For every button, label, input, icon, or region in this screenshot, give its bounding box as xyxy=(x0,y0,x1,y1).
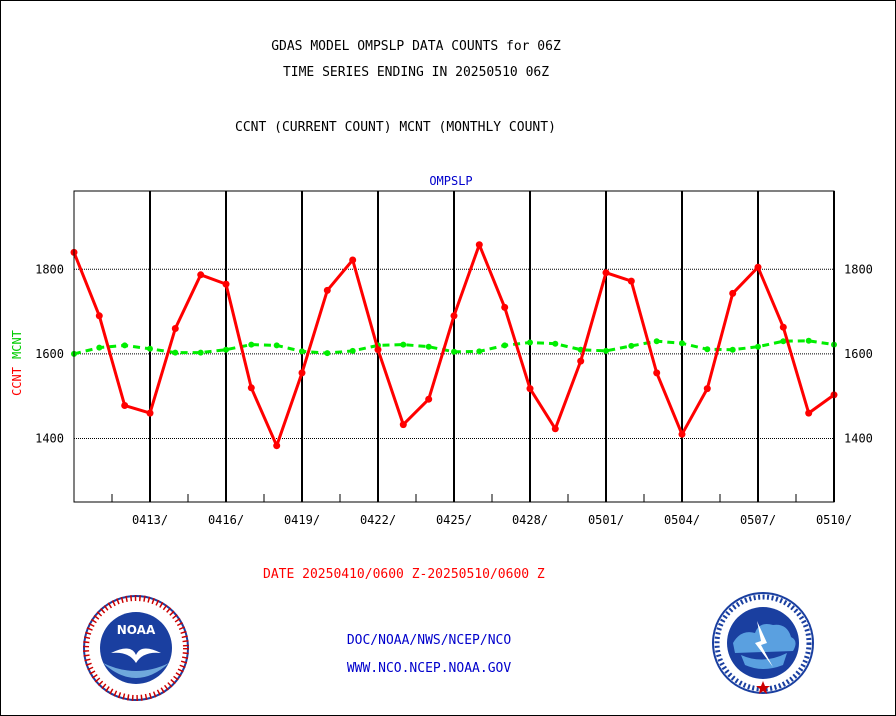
data-point-mcnt xyxy=(299,348,305,355)
x-tick-label: 0416/ xyxy=(208,513,244,527)
data-point-mcnt xyxy=(425,343,432,350)
chart-title-line1: GDAS MODEL OMPSLP DATA COUNTS for 06Z xyxy=(271,39,561,54)
nws-logo xyxy=(712,592,814,694)
y-tick-label-left: 1400 xyxy=(35,432,64,446)
noaa-logo: NOAA xyxy=(83,595,189,701)
data-point-ccnt xyxy=(171,325,179,332)
data-point-ccnt xyxy=(577,357,585,365)
data-point-ccnt xyxy=(298,369,306,377)
data-point-mcnt xyxy=(780,338,787,345)
data-point-ccnt xyxy=(627,277,635,285)
line-chart: OMPSLP 0413/0416/0419/0422/0425/0428/050… xyxy=(10,174,873,527)
x-tick-label: 0413/ xyxy=(132,513,168,527)
data-point-ccnt xyxy=(805,409,813,417)
footer-org: DOC/NOAA/NWS/NCEP/NCO xyxy=(346,633,512,648)
x-tick-label: 0419/ xyxy=(284,513,320,527)
data-point-mcnt xyxy=(273,342,280,349)
x-tick-label: 0510/ xyxy=(816,513,852,527)
y-axis-label: CCNT MCNT xyxy=(10,330,24,396)
y-tick-label-left: 1800 xyxy=(35,262,64,276)
data-point-mcnt xyxy=(147,345,153,352)
data-point-mcnt xyxy=(805,337,812,344)
data-point-mcnt xyxy=(197,349,204,356)
data-point-mcnt xyxy=(121,342,128,349)
svg-text:NOAA: NOAA xyxy=(117,623,156,637)
data-point-ccnt xyxy=(323,286,331,294)
data-point-mcnt xyxy=(653,338,660,345)
data-point-ccnt xyxy=(146,409,154,417)
data-point-ccnt xyxy=(399,421,407,429)
data-point-mcnt xyxy=(96,344,103,351)
data-point-mcnt xyxy=(248,341,255,348)
data-point-mcnt xyxy=(451,348,457,355)
data-point-ccnt xyxy=(501,303,509,311)
data-point-mcnt xyxy=(679,340,685,347)
data-point-ccnt xyxy=(526,385,534,393)
data-point-ccnt xyxy=(450,312,458,320)
data-point-mcnt xyxy=(628,342,635,349)
data-point-mcnt xyxy=(603,347,609,354)
axis-labels: 0413/0416/0419/0422/0425/0428/0501/0504/… xyxy=(35,262,873,527)
data-point-mcnt xyxy=(324,350,331,357)
date-range-label: DATE 20250410/0600 Z-20250510/0600 Z xyxy=(263,567,545,582)
data-point-mcnt xyxy=(476,348,483,355)
y-tick-label-right: 1600 xyxy=(844,347,873,361)
data-point-mcnt xyxy=(349,347,356,354)
y-tick-label-right: 1800 xyxy=(844,262,873,276)
x-tick-label: 0507/ xyxy=(740,513,776,527)
data-point-mcnt xyxy=(223,346,229,353)
data-point-ccnt xyxy=(602,269,610,277)
data-point-ccnt xyxy=(475,241,483,249)
y-axis-label-ccnt: CCNT xyxy=(10,367,24,396)
series-layer xyxy=(70,241,838,450)
data-point-mcnt xyxy=(552,340,559,347)
data-point-ccnt xyxy=(779,323,787,331)
data-point-ccnt xyxy=(374,346,382,354)
data-point-ccnt xyxy=(425,395,433,403)
plot-area xyxy=(73,190,835,503)
y-tick-label-right: 1400 xyxy=(844,432,873,446)
x-tick-label: 0501/ xyxy=(588,513,624,527)
data-point-mcnt xyxy=(729,346,736,353)
data-point-mcnt xyxy=(400,341,407,348)
footer-url: WWW.NCO.NCEP.NOAA.GOV xyxy=(346,661,512,676)
data-point-ccnt xyxy=(349,256,357,264)
chart-subtitle: CCNT (CURRENT COUNT) MCNT (MONTHLY COUNT… xyxy=(235,120,556,135)
y-tick-label-left: 1600 xyxy=(35,347,64,361)
data-point-ccnt xyxy=(703,385,711,393)
data-point-ccnt xyxy=(729,289,737,297)
x-tick-label: 0422/ xyxy=(360,513,396,527)
x-tick-label: 0425/ xyxy=(436,513,472,527)
data-point-ccnt xyxy=(247,384,255,392)
data-point-mcnt xyxy=(501,342,508,349)
data-point-ccnt xyxy=(551,425,559,433)
data-point-ccnt xyxy=(197,271,205,279)
chart-title-line2: TIME SERIES ENDING IN 20250510 06Z xyxy=(282,65,550,80)
y-axis-label-mcnt: MCNT xyxy=(10,330,24,359)
data-point-mcnt xyxy=(527,339,533,346)
data-point-mcnt xyxy=(704,346,711,353)
data-point-ccnt xyxy=(653,369,661,377)
data-point-ccnt xyxy=(222,280,230,288)
data-point-ccnt xyxy=(678,430,686,438)
x-tick-label: 0504/ xyxy=(664,513,700,527)
data-point-ccnt xyxy=(121,402,129,409)
data-point-ccnt xyxy=(273,442,281,450)
x-tick-label: 0428/ xyxy=(512,513,548,527)
data-point-ccnt xyxy=(95,312,103,320)
data-point-mcnt xyxy=(172,349,179,356)
data-point-mcnt xyxy=(755,343,761,350)
data-point-ccnt xyxy=(754,263,762,271)
plot-title: OMPSLP xyxy=(429,174,472,188)
